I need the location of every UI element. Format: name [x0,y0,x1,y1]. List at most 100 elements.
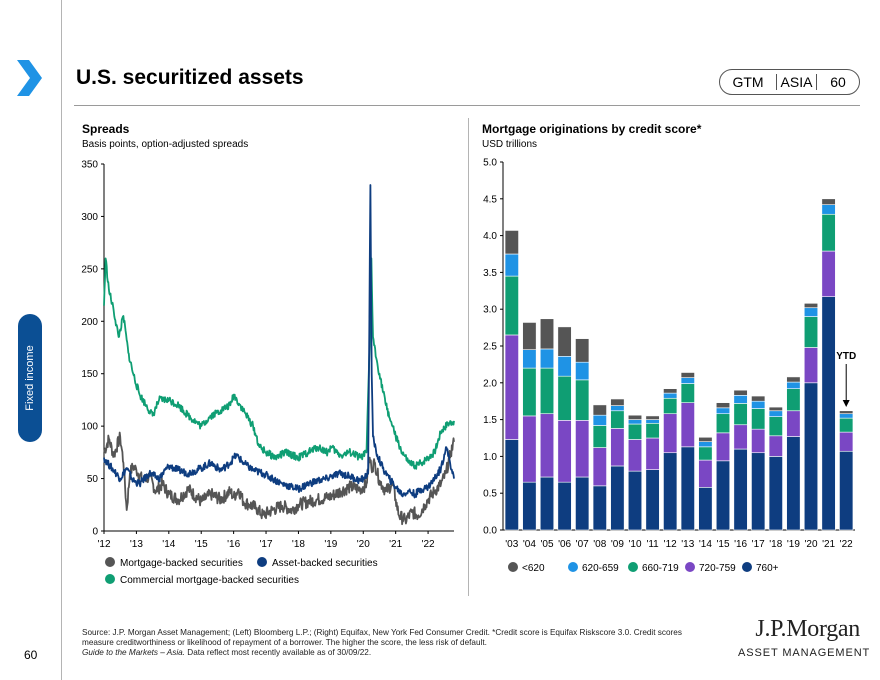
bar-620-659 [645,419,660,424]
bar-620-659 [839,413,854,419]
bar-760-plus [627,470,643,531]
orig-x-tick-label: '14 [699,539,712,550]
bar-620-659 [733,395,748,404]
mbs-line [103,431,455,526]
bar-620-659 [768,410,783,417]
originations-chart-title: Mortgage originations by credit score* [482,122,702,136]
bar-620-659 [680,377,695,384]
bar-760-plus [821,296,836,531]
page-number: 60 [24,648,38,662]
spreads-y-tick-label: 250 [81,264,98,275]
bar-under-620 [557,326,572,357]
bar-660-719 [663,397,678,415]
bar-760-plus [715,460,731,531]
orig-x-tick-label: '17 [752,539,765,550]
bar-620-659 [522,349,537,369]
orig-y-tick-label: 4.0 [483,231,497,242]
orig-x-tick-label: '16 [734,539,747,550]
orig-x-tick-label: '22 [840,539,853,550]
section-tab[interactable]: Fixed income [18,314,42,442]
bar-660-719 [610,410,625,429]
bar-under-620 [839,410,854,415]
orig-legend-marker [508,562,518,572]
bar-760-plus [751,452,766,531]
logo-name: J.P.Morgan [755,616,860,642]
bar-720-759 [504,334,519,440]
bar-660-719 [803,316,819,348]
bar-under-620 [645,415,660,420]
badge-page: 60 [830,74,846,90]
spreads-chart-title: Spreads [82,122,130,136]
bar-660-719 [733,403,748,426]
spreads-y-tick-label: 150 [81,369,98,380]
orig-x-tick-label: '15 [716,539,729,550]
source-line-3: Guide to the Markets – Asia. Data reflec… [82,648,722,658]
cmbs-line [103,257,455,470]
spreads-x-tick-label: '12 [97,539,110,550]
orig-x-tick-label: '06 [558,539,571,550]
bar-720-759 [627,439,643,472]
bar-760-plus [592,485,607,531]
spreads-legend-label: Commercial mortgage-backed securities [120,575,299,586]
spreads-y-tick-label: 0 [92,527,98,538]
spreads-chart-subtitle: Basis points, option-adjusted spreads [82,139,249,150]
bar-620-659 [539,348,555,369]
ytd-annotation: YTD [836,351,856,362]
orig-x-tick-label: '18 [769,539,782,550]
bar-660-719 [839,417,854,433]
orig-x-tick-label: '07 [576,539,589,550]
bar-720-759 [539,413,555,478]
source-guide-title: Guide to the Markets – Asia. [82,648,185,657]
bar-760-plus [645,469,660,531]
badge-gtm: GTM [732,74,764,90]
bar-660-719 [627,423,643,440]
spreads-legend-label: Asset-backed securities [272,558,378,569]
orig-x-tick-label: '08 [593,539,606,550]
bar-under-620 [663,388,678,394]
orig-x-tick-label: '21 [822,539,835,550]
spreads-legend-label: Mortgage-backed securities [120,558,243,569]
orig-x-tick-label: '09 [611,539,624,550]
bar-720-759 [733,424,748,450]
bar-660-719 [575,379,590,421]
spreads-x-tick-label: '20 [357,539,370,550]
bar-720-759 [680,402,695,448]
spreads-y-tick-label: 50 [87,474,99,485]
orig-y-tick-label: 0.0 [483,526,497,537]
bar-720-759 [839,431,854,452]
bar-under-620 [575,338,590,363]
bar-720-759 [786,410,801,437]
bar-660-719 [821,213,836,252]
spreads-legend-marker [105,574,115,584]
logo-sub: ASSET MANAGEMENT [738,647,871,659]
spreads-legend-marker [257,557,267,567]
bar-under-620 [539,318,555,350]
bar-720-759 [575,420,590,478]
jpmorgan-logo: J.P.Morgan ASSET MANAGEMENT [738,616,871,659]
orig-legend-marker [628,562,638,572]
bar-under-620 [610,398,625,406]
bar-760-plus [504,439,519,531]
bar-under-620 [751,395,766,402]
ytd-arrow-head [842,400,850,407]
spreads-x-tick-label: '16 [227,539,240,550]
bar-720-759 [751,428,766,454]
bar-620-659 [557,356,572,377]
source-note: Source: J.P. Morgan Asset Management; (L… [82,628,722,658]
orig-legend-label: 620-659 [582,563,619,574]
bar-620-659 [715,407,731,415]
bar-620-659 [504,253,519,277]
bar-720-759 [803,347,819,384]
bar-under-620 [768,406,783,412]
spreads-y-tick-label: 100 [81,422,98,433]
orig-legend-label: 760+ [756,563,779,574]
orig-y-tick-label: 1.5 [483,415,497,426]
bar-under-620 [627,414,643,420]
orig-x-tick-label: '10 [628,539,641,550]
bar-720-759 [592,447,607,487]
bar-under-620 [504,230,519,255]
bar-760-plus [768,456,783,531]
bar-720-759 [557,420,572,483]
bar-660-719 [715,413,731,434]
